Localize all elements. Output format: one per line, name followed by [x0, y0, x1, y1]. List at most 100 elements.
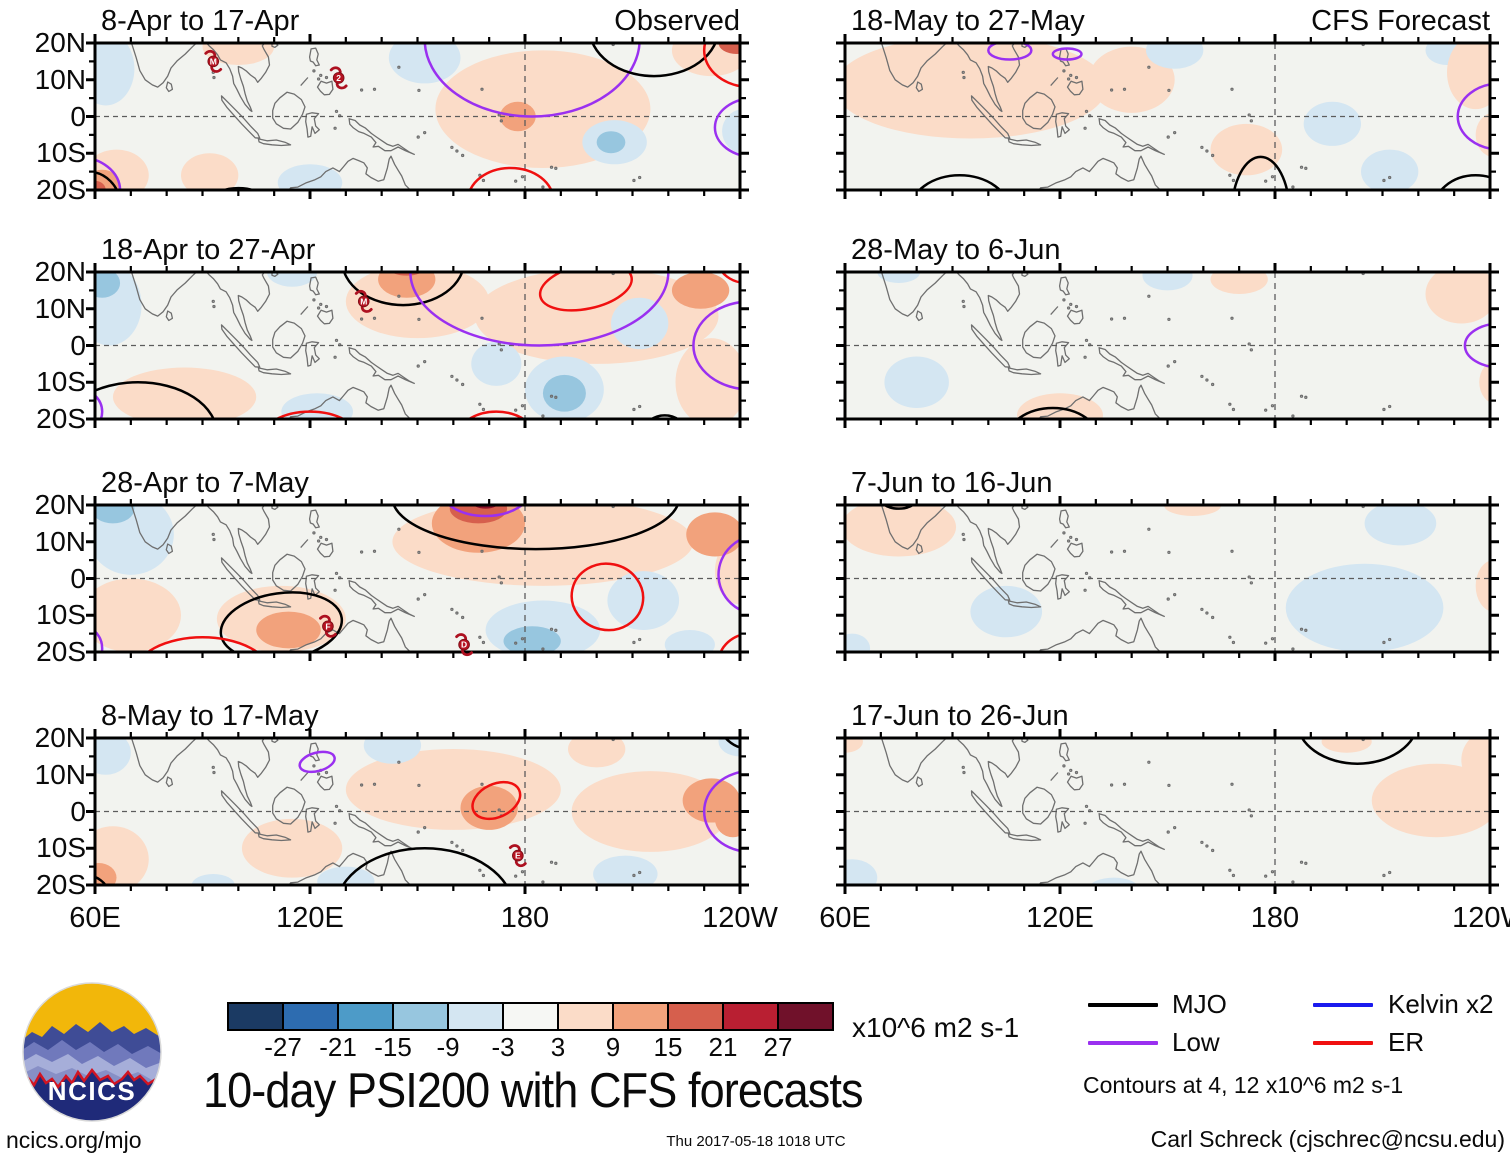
contour-mjo	[95, 381, 215, 419]
contour-mjo	[392, 505, 679, 551]
y-tick-label: 10N	[34, 63, 86, 95]
shade-p1	[1479, 362, 1490, 403]
shade-m1	[1361, 149, 1419, 190]
contour-low	[1051, 47, 1083, 61]
panel-title-1: 18-May to 27-May	[851, 5, 1085, 37]
colorbar-cell	[667, 1002, 724, 1031]
x-tick-label: 120E	[276, 902, 344, 934]
contour-low	[692, 300, 740, 391]
colorbar-cell	[282, 1002, 339, 1031]
map-panel-5	[836, 496, 1499, 661]
coastlines	[880, 738, 1392, 885]
axis-ticks	[86, 496, 749, 661]
y-tick-label: 10S	[36, 599, 86, 631]
coastlines	[880, 43, 1392, 190]
contour-mjo	[220, 186, 256, 190]
shade-m1	[471, 341, 522, 386]
shade-m1	[1090, 877, 1138, 885]
colorbar-tick-label: -9	[436, 1032, 460, 1062]
axis-ticks	[86, 729, 749, 894]
svg-text:E: E	[515, 851, 521, 861]
coastlines	[130, 738, 642, 885]
storm-marker-F: F	[319, 614, 337, 638]
contour-low	[298, 750, 336, 774]
shade-m2	[95, 272, 121, 298]
shade-p1	[241, 818, 343, 878]
shade-m1	[317, 866, 375, 885]
shade-m1	[388, 43, 461, 84]
y-tick-label: 20N	[34, 722, 86, 753]
cfs-forecast-label: CFS Forecast	[1311, 5, 1490, 37]
shade-p3	[95, 180, 106, 190]
contour-low	[1463, 323, 1490, 368]
shade-m2	[542, 374, 586, 412]
legend-line-er	[1313, 1041, 1373, 1045]
x-tick-label: 180	[1250, 902, 1300, 934]
map-panel-6: E	[86, 729, 749, 894]
legend-label-kelvin: Kelvin x2	[1388, 989, 1494, 1019]
colorbar-tick-label: 9	[605, 1032, 621, 1062]
y-tick-label: 0	[70, 100, 86, 132]
legend-label-mjo: MJO	[1172, 989, 1227, 1019]
shade-p1	[1163, 505, 1222, 517]
shade-m1	[1285, 563, 1444, 652]
contour-low	[95, 629, 104, 652]
shade-m1	[1146, 43, 1204, 69]
y-tick-label: 20N	[34, 27, 86, 58]
shade-p3	[718, 43, 740, 55]
observed-label: Observed	[614, 5, 740, 37]
panel-title-7: 17-Jun to 26-Jun	[851, 700, 1069, 732]
panel-title-2: 18-Apr to 27-Apr	[101, 234, 316, 266]
contour-low	[713, 98, 740, 157]
footer-author: Carl Schreck (cjschrec@ncsu.edu)	[1150, 1126, 1505, 1152]
contour-er	[274, 410, 346, 419]
footer-timestamp: Thu 2017-05-18 1018 UTC	[666, 1133, 846, 1150]
colorbar-tick-label: -3	[491, 1032, 515, 1062]
legend-label-er: ER	[1388, 1027, 1425, 1057]
storm-marker-2: 2	[329, 66, 348, 90]
coastlines	[880, 272, 1392, 419]
colorbar-tick-label: 3	[550, 1032, 566, 1062]
colorbar-cell	[392, 1002, 449, 1031]
shade-m1	[664, 629, 715, 652]
x-tick-label: 60E	[69, 902, 121, 934]
shade-m1	[267, 272, 318, 287]
x-tick-label: 120W	[1452, 902, 1510, 934]
colorbar-cell	[227, 1002, 284, 1031]
y-tick-label: 20S	[36, 869, 86, 900]
panel-title-5: 7-Jun to 16-Jun	[851, 467, 1053, 499]
contour-mjo	[591, 43, 717, 78]
shade-m2	[503, 626, 561, 652]
x-tick-label: 120E	[1026, 902, 1094, 934]
axis-ticks	[836, 496, 1499, 661]
map-panel-4: FD	[86, 496, 749, 661]
storm-marker-M: M	[204, 49, 223, 73]
map-panel-2: M	[86, 263, 749, 428]
contour-er	[468, 166, 553, 190]
svg-text:M: M	[210, 56, 217, 66]
contour-low	[987, 43, 1033, 61]
colorbar-swatches	[227, 1002, 834, 1031]
shade-p1	[1210, 123, 1283, 176]
shade-m1	[1142, 272, 1193, 291]
x-tick-label: 120W	[702, 902, 778, 934]
panel-title-4: 28-Apr to 7-May	[101, 467, 309, 499]
coastlines	[880, 505, 1392, 652]
shade-p1	[1017, 393, 1103, 419]
y-tick-label: 20S	[36, 174, 86, 205]
colorbar-cell	[777, 1002, 834, 1031]
contour-er	[720, 272, 740, 284]
shade-m1	[363, 738, 422, 764]
y-tick-label: 10S	[36, 366, 86, 398]
storm-marker-D: D	[455, 633, 473, 657]
svg-text:2: 2	[336, 73, 341, 83]
map-panel-7	[836, 729, 1499, 894]
shade-p2	[256, 611, 321, 649]
shade-p1	[675, 338, 740, 419]
colorbar-tick-label: -15	[374, 1032, 412, 1062]
colorbar-cell	[337, 1002, 394, 1031]
axis-ticks	[86, 34, 749, 199]
shade-p2	[460, 785, 518, 830]
shade-p2	[686, 512, 740, 557]
y-tick-label: 20N	[34, 256, 86, 287]
